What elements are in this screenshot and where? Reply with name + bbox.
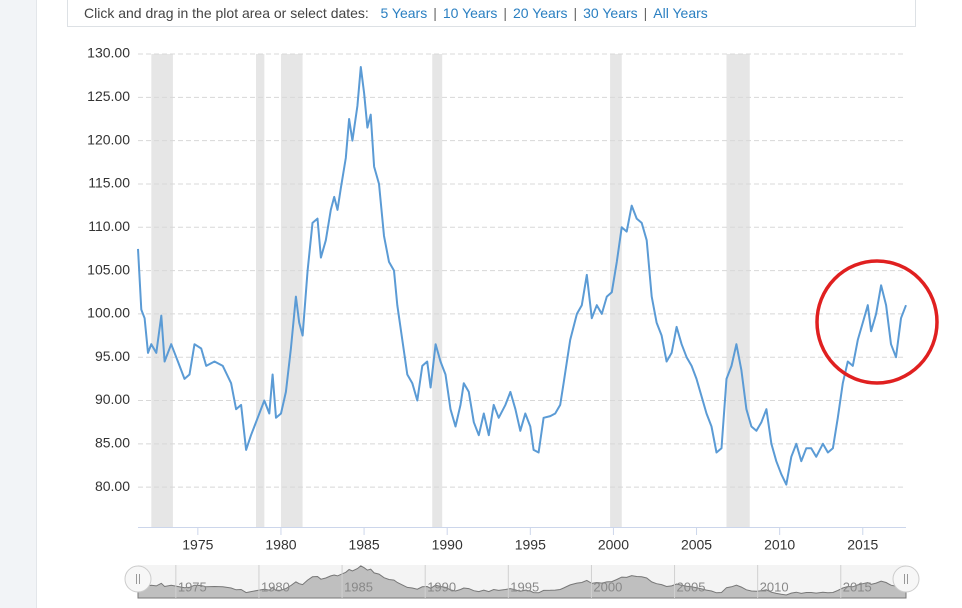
navigator-label: 2015 [843,579,872,594]
y-tick-label: 95.00 [95,348,130,364]
y-tick-label: 80.00 [95,478,130,494]
x-tick-label: 2000 [598,537,629,553]
y-tick-label: 130.00 [87,45,130,61]
navigator-handle[interactable] [124,565,152,593]
x-tick-label: 2005 [681,537,712,553]
sidebar [0,0,37,608]
navigator-label: 1985 [344,579,373,594]
navigator-label: 1975 [178,579,207,594]
y-tick-label: 120.00 [87,131,130,147]
separator: | [503,5,507,21]
y-tick-label: 115.00 [88,175,130,191]
y-tick-label: 100.00 [87,305,130,321]
range-option[interactable]: 5 Years [380,5,428,21]
range-selector: Click and drag in the plot area or selec… [67,0,916,27]
range-option[interactable]: 30 Years [583,5,638,21]
x-tick-label: 1990 [432,537,463,553]
y-tick-label: 90.00 [95,391,130,407]
navigator-label: 2000 [593,579,622,594]
recession-band [610,54,622,527]
navigator-label: 2005 [677,579,706,594]
y-tick-label: 110.00 [88,218,130,234]
data-line [137,66,907,486]
grid: 80.00 85.00 90.00 95.00 100.00 105.00 110.00 11… [87,45,906,553]
navigator-label: 1980 [261,579,290,594]
x-tick-label: 2015 [847,537,878,553]
separator: | [643,5,648,21]
range-options: 5 Years | 10 Years | 20 Years | 30 Years | All Y… [381,5,708,21]
x-tick-label: 1975 [182,537,213,553]
recession-band [256,54,265,527]
x-tick-label: 2010 [764,537,795,553]
navigator-label: 1995 [510,579,539,594]
separator: | [433,5,437,21]
x-tick-label: 1985 [348,537,379,553]
x-tick-label: 1980 [265,537,296,553]
range-option[interactable]: All Years [653,5,708,21]
recession-band [280,54,303,527]
recession-band [151,54,173,527]
navigator[interactable]: 1975 1980 1985 1990 1995 2000 2005 2010 2015 [124,565,920,599]
range-option[interactable]: 10 Years [442,5,498,21]
y-tick-label: 105.00 [87,261,130,277]
plot [137,66,907,486]
x-tick-label: 1995 [515,537,546,553]
range-prompt: Click and drag in the plot area or selec… [84,5,369,21]
highlight-circle [815,259,939,385]
recession-band [432,54,443,527]
navigator-handle[interactable] [892,565,920,593]
y-tick-label: 125.00 [87,88,130,104]
navigator-area [137,565,907,599]
navigator-label: 2010 [760,579,789,594]
range-option[interactable]: 20 Years [513,5,568,21]
navigator-label: 1990 [427,579,456,594]
recession-band [726,54,750,527]
separator: | [573,5,578,21]
y-tick-label: 85.00 [95,435,130,451]
recession-bands [151,54,750,527]
